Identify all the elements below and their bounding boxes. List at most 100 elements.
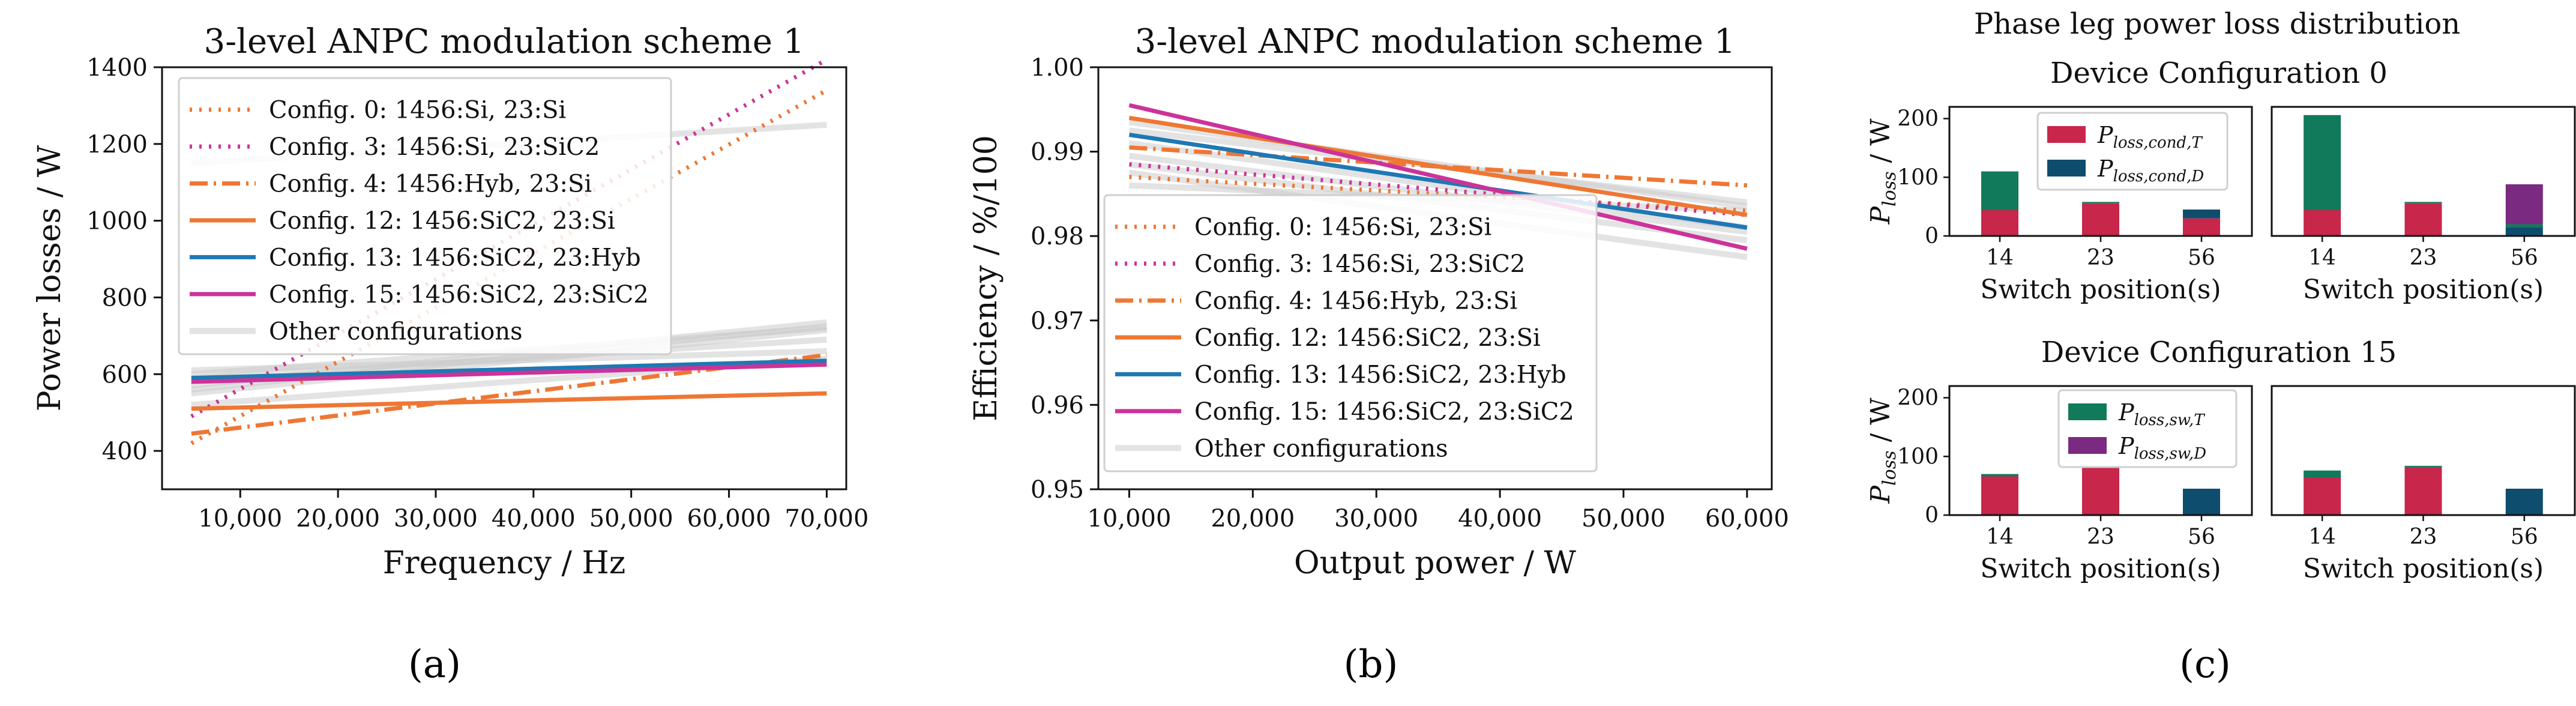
chart-c-g1-p0-xtick-label-0: 14 xyxy=(1986,525,2014,549)
chart-b-legend-label-0: Config. 0: 1456:Si, 23:Si xyxy=(1194,214,1491,241)
chart-c-g1-p0-xtick-label-1: 23 xyxy=(2087,525,2114,549)
chart-a-legend-label-5: Config. 15: 1456:SiC2, 23:SiC2 xyxy=(269,281,649,309)
chart-c-legend-top-swatch-0 xyxy=(2047,126,2086,143)
chart-c-g0-p0-xtick-label-0: 14 xyxy=(1986,246,2014,270)
chart-b-axes-frame xyxy=(1097,66,1773,490)
chart-a-xlabel: Frequency / Hz xyxy=(383,545,626,581)
chart-a-ytick-label-5: 1400 xyxy=(86,54,148,82)
chart-a-legend-label-6: Other configurations xyxy=(269,318,523,345)
chart-c-g0-p1-bar-23-plossswt xyxy=(2404,202,2442,204)
chart-c-g0-p1-bar-56-plossswd xyxy=(2505,184,2543,225)
chart-a-ytick-label-0: 400 xyxy=(102,438,148,465)
chart-a-series-line-4 xyxy=(191,358,827,381)
chart-b-legend-label-4: Config. 13: 1456:SiC2, 23:Hyb xyxy=(1194,361,1566,388)
chart-b-legend-label-3: Config. 12: 1456:SiC2, 23:Si xyxy=(1194,324,1541,352)
chart-c-g0-p0-xtick-label-1: 23 xyxy=(2087,246,2114,270)
chart-a-ytick-label-1: 600 xyxy=(102,361,148,388)
chart-c-g1-p0-ytick-label-1: 100 xyxy=(1897,444,1939,469)
chart-c-subtitle-1: Device Configuration 15 xyxy=(2041,336,2397,369)
chart-b-xtick-label-3: 40,000 xyxy=(1458,505,1542,533)
chart-c-legend-bottom-swatch-1 xyxy=(2068,437,2107,454)
chart-b-series-line-5 xyxy=(1128,103,1748,251)
chart-a-xtick-label-3: 40,000 xyxy=(492,505,576,533)
chart-c-g1-p0-xtick-label-2: 56 xyxy=(2188,525,2215,549)
chart-c-subtitle-0: Device Configuration 0 xyxy=(2050,56,2388,90)
chart-a-xtick-label-5: 60,000 xyxy=(687,505,771,533)
chart-a-legend-label-2: Config. 4: 1456:Hyb, 23:Si xyxy=(269,170,592,198)
chart-b-ytick-label-3: 0.98 xyxy=(1031,223,1084,250)
chart-b-ytick-label-0: 0.95 xyxy=(1031,476,1084,504)
chart-c-legend-top-label-1: Ploss,cond,D xyxy=(2097,155,2204,186)
chart-b-ytick-label-1: 0.96 xyxy=(1031,391,1084,419)
chart-c-g0-p1-xtick-label-2: 56 xyxy=(2511,246,2538,270)
chart-c-g1-p1-xtick-label-2: 56 xyxy=(2511,525,2538,549)
chart-b-legend-label-1: Config. 3: 1456:Si, 23:SiC2 xyxy=(1194,250,1525,278)
chart-a-legend-label-3: Config. 12: 1456:SiC2, 23:Si xyxy=(269,207,615,235)
chart-b-ylabel: Efficiency / %/100 xyxy=(968,135,1004,421)
chart-c-g0-p0-bar-23-plossswt xyxy=(2082,202,2119,204)
chart-a-xtick-label-6: 70,000 xyxy=(784,505,868,533)
chart-c-g1-p1-bar-14-plosscondt xyxy=(2304,477,2341,515)
chart-c-legend-top-swatch-1 xyxy=(2047,160,2086,176)
chart-c-g0-p0-bar-14-plosscondt xyxy=(1981,210,2018,236)
chart-a-ytick-label-4: 1200 xyxy=(86,131,148,158)
chart-b-xtick-label-1: 20,000 xyxy=(1211,505,1295,533)
chart-c-g0-p0-ytick-label-0: 0 xyxy=(1925,224,1939,249)
chart-c-g1-p0-bar-14-plossswt xyxy=(1981,474,2018,477)
chart-c-title: Phase leg power loss distribution xyxy=(1974,7,2460,41)
chart-b-legend-label-5: Config. 15: 1456:SiC2, 23:SiC2 xyxy=(1194,398,1574,426)
chart-c-g0-p1-bar-14-plossswt xyxy=(2304,115,2341,210)
chart-a-series-line-1 xyxy=(190,58,828,418)
chart-a-series-line-3 xyxy=(191,391,827,411)
chart-c-legend-bottom-label-0: Ploss,sw,T xyxy=(2118,399,2205,429)
chart-c-g1-p1-bar-23-plosscondt xyxy=(2404,466,2442,515)
chart-c-g1-p1-xlabel: Switch position(s) xyxy=(2303,554,2544,584)
chart-b-legend-label-6: Other configurations xyxy=(1194,435,1448,462)
chart-c-g0-p1-xlabel: Switch position(s) xyxy=(2303,274,2544,305)
chart-c-legend-bottom-swatch-0 xyxy=(2068,403,2107,420)
chart-c-g1-p0-bar-56-plosscondd xyxy=(2183,489,2220,515)
chart-c-g1-p1-xtick-label-0: 14 xyxy=(2308,525,2336,549)
chart-b-series-line-3 xyxy=(1128,115,1748,217)
chart-a-series-line-0 xyxy=(190,88,828,445)
chart-c-g0-p0-xtick-label-2: 56 xyxy=(2188,246,2215,270)
chart-c-g1-p1-xtick-label-1: 23 xyxy=(2410,525,2437,549)
chart-c-g0-p1-frame xyxy=(2271,106,2576,237)
chart-b-title: 3-level ANPC modulation scheme 1 xyxy=(1135,22,1736,61)
chart-b-legend-box xyxy=(1103,194,1598,472)
chart-c-g1-p1-bar-23-plossswt xyxy=(2404,465,2442,467)
chart-a-legend-label-4: Config. 13: 1456:SiC2, 23:Hyb xyxy=(269,244,641,271)
chart-a-xtick-label-2: 30,000 xyxy=(394,505,478,533)
chart-c-g1-p1-frame xyxy=(2271,385,2576,516)
chart-c-g1-p0-frame xyxy=(1948,385,2253,516)
chart-b-ytick-label-4: 0.99 xyxy=(1031,139,1084,166)
chart-c-g0-p1-bar-56-plossswt xyxy=(2505,224,2543,228)
chart-c-g1-p0-bar-23-plosscondt xyxy=(2082,466,2119,515)
chart-c-g0-p0-ytick-label-1: 100 xyxy=(1897,165,1939,190)
chart-c-g1-p0-ytick-label-0: 0 xyxy=(1925,503,1939,528)
chart-c-g0-p0-ytick-label-2: 200 xyxy=(1897,107,1939,131)
chart-a-title: 3-level ANPC modulation scheme 1 xyxy=(204,22,805,61)
chart-c-g1-p0-bar-14-plosscondt xyxy=(1981,476,2018,515)
chart-c-g0-p0-bar-56-plosscondd xyxy=(2183,210,2220,219)
chart-a-axes-frame xyxy=(161,66,847,490)
chart-c-g0-p1-xtick-label-0: 14 xyxy=(2308,246,2336,270)
chart-c-g0-p1-bar-14-plosscondt xyxy=(2304,210,2341,236)
chart-c-g0-p1-bar-56-plosscondd xyxy=(2505,227,2543,236)
chart-c-g0-p0-bar-14-plossswt xyxy=(1981,171,2018,210)
chart-c-g0-p1-bar-23-plosscondt xyxy=(2404,203,2442,236)
chart-c-g0-p0-xlabel: Switch position(s) xyxy=(1980,274,2221,305)
chart-a-xtick-label-4: 50,000 xyxy=(589,505,673,533)
chart-b-xtick-label-2: 30,000 xyxy=(1334,505,1418,533)
chart-c-legend-bottom-label-1: Ploss,sw,D xyxy=(2118,433,2206,463)
chart-b-series-line-0 xyxy=(1129,175,1748,213)
chart-b-ytick-label-5: 1.00 xyxy=(1031,54,1084,82)
chart-c-g0-p0-bar-56-plosscondt xyxy=(2183,218,2220,236)
chart-a-ylabel: Power losses / W xyxy=(32,145,68,411)
chart-a-legend-label-0: Config. 0: 1456:Si, 23:Si xyxy=(269,97,566,124)
caption-a: (a) xyxy=(408,642,462,687)
chart-c-g1-p0-xlabel: Switch position(s) xyxy=(1980,554,2221,584)
chart-a-xtick-label-0: 10,000 xyxy=(198,505,282,533)
chart-c-g0-p0-ylabel: Ploss / W xyxy=(1865,118,1900,225)
chart-a-ytick-label-3: 1000 xyxy=(86,208,148,235)
